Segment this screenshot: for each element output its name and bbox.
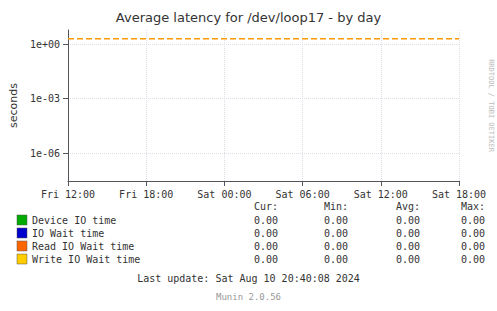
svg-text:Avg:: Avg: xyxy=(396,201,420,212)
svg-text:0.00: 0.00 xyxy=(396,241,420,252)
svg-text:1e-03: 1e-03 xyxy=(30,93,60,104)
svg-text:seconds: seconds xyxy=(7,83,20,128)
svg-text:Sat 18:00: Sat 18:00 xyxy=(432,189,486,200)
svg-text:Fri 18:00: Fri 18:00 xyxy=(119,189,173,200)
svg-text:0.00: 0.00 xyxy=(254,241,278,252)
svg-text:0.00: 0.00 xyxy=(324,254,348,265)
svg-text:0.00: 0.00 xyxy=(324,215,348,226)
svg-text:0.00: 0.00 xyxy=(254,215,278,226)
svg-text:Device IO time: Device IO time xyxy=(32,215,116,226)
svg-text:0.00: 0.00 xyxy=(461,228,485,239)
svg-text:IO Wait time: IO Wait time xyxy=(32,228,104,239)
svg-text:Sat 06:00: Sat 06:00 xyxy=(276,189,330,200)
svg-text:1e-06: 1e-06 xyxy=(30,148,60,159)
svg-text:0.00: 0.00 xyxy=(396,228,420,239)
svg-text:0.00: 0.00 xyxy=(254,254,278,265)
svg-text:0.00: 0.00 xyxy=(324,228,348,239)
svg-text:Sat 00:00: Sat 00:00 xyxy=(197,189,251,200)
svg-text:Write IO Wait time: Write IO Wait time xyxy=(32,254,140,265)
svg-text:Sat 12:00: Sat 12:00 xyxy=(354,189,408,200)
svg-text:0.00: 0.00 xyxy=(461,241,485,252)
svg-text:Munin 2.0.56: Munin 2.0.56 xyxy=(216,292,281,302)
svg-text:0.00: 0.00 xyxy=(461,254,485,265)
svg-text:0.00: 0.00 xyxy=(396,254,420,265)
svg-text:Cur:: Cur: xyxy=(254,201,278,212)
svg-text:Average latency for /dev/loop1: Average latency for /dev/loop17 - by day xyxy=(116,10,382,25)
svg-text:0.00: 0.00 xyxy=(324,241,348,252)
svg-text:0.00: 0.00 xyxy=(396,215,420,226)
svg-text:Max:: Max: xyxy=(461,201,485,212)
svg-text:Fri 12:00: Fri 12:00 xyxy=(41,189,95,200)
svg-text:RRDTOOL / TOBI OETIKER: RRDTOOL / TOBI OETIKER xyxy=(487,59,495,153)
svg-text:0.00: 0.00 xyxy=(254,228,278,239)
svg-text:Last update: Sat Aug 10 20:40:: Last update: Sat Aug 10 20:40:08 2024 xyxy=(137,273,360,284)
svg-text:0.00: 0.00 xyxy=(461,215,485,226)
svg-text:1e+00: 1e+00 xyxy=(30,39,60,50)
svg-text:Read IO Wait time: Read IO Wait time xyxy=(32,241,134,252)
svg-text:Min:: Min: xyxy=(324,201,348,212)
